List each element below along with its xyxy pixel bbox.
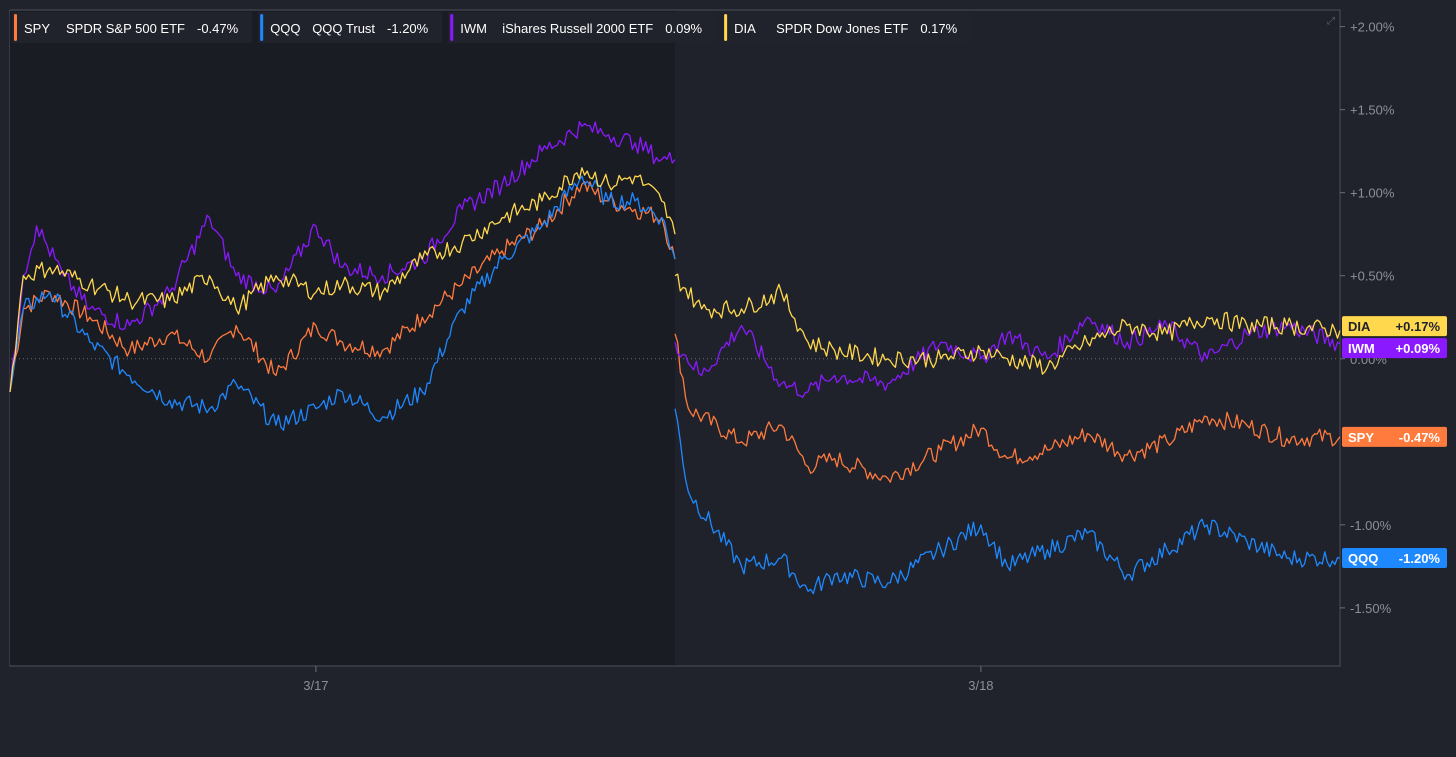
legend-item-bg (722, 12, 972, 43)
series-line-qqq (9, 175, 1341, 595)
legend-item-iwm[interactable]: IWM iShares Russell 2000 ETF 0.09% (448, 12, 717, 43)
end-label-ticker: IWM (1348, 341, 1375, 356)
end-label-qqq: QQQ -1.20% (1342, 548, 1447, 569)
legend-name: iShares Russell 2000 ETF (502, 21, 653, 36)
y-tick-label: +2.00% (1350, 20, 1395, 35)
end-label-bg (1342, 316, 1447, 337)
expand-icon[interactable]: ⤢ (1324, 14, 1335, 27)
legend-change: -1.20% (387, 21, 429, 36)
x-axis: 3/17 3/18 (303, 666, 994, 693)
end-value-labels: DIA +0.17% IWM +0.09% SPY -0.47% QQQ -1.20% (1342, 316, 1447, 569)
legend-name: QQQ Trust (312, 21, 375, 36)
legend-ticker: SPY (24, 21, 50, 36)
end-label-value: +0.17% (1396, 319, 1441, 334)
end-label-bg (1342, 338, 1447, 359)
legend-ticker: DIA (734, 21, 756, 36)
y-tick-label: +1.50% (1350, 103, 1395, 118)
y-tick-label: -1.00% (1350, 518, 1392, 533)
legend-item-bg (258, 12, 443, 43)
legend-change: 0.17% (920, 21, 957, 36)
end-label-dia: DIA +0.17% (1342, 316, 1447, 337)
series-line-dia (9, 167, 1341, 393)
extended-hours-shade (10, 11, 675, 665)
svg-text:⤢: ⤢ (1327, 16, 1335, 27)
legend-change: 0.09% (665, 21, 702, 36)
legend-item-spy[interactable]: SPY SPDR S&P 500 ETF -0.47% (12, 12, 253, 43)
end-label-value: -0.47% (1399, 430, 1441, 445)
y-tick-label: -1.50% (1350, 601, 1392, 616)
y-tick-label: +0.50% (1350, 269, 1395, 284)
legend-change: -0.47% (197, 21, 239, 36)
series-line-spy (9, 181, 1341, 483)
end-label-iwm: IWM +0.09% (1342, 338, 1447, 359)
end-label-bg (1342, 426, 1447, 447)
legend-item-bg (448, 12, 717, 43)
legend-color-swatch (724, 14, 728, 41)
legend-item-bg (12, 12, 253, 43)
end-label-spy: SPY -0.47% (1342, 426, 1447, 447)
legend-item-qqq[interactable]: QQQ QQQ Trust -1.20% (258, 12, 443, 43)
end-label-value: -1.20% (1399, 551, 1441, 566)
legend-color-swatch (14, 14, 17, 41)
end-label-bg (1342, 548, 1447, 569)
legend-item-dia[interactable]: DIA SPDR Dow Jones ETF 0.17% (722, 12, 972, 43)
legend-color-swatch (450, 14, 454, 41)
series-lines (9, 121, 1341, 595)
legend-name: SPDR S&P 500 ETF (66, 21, 185, 36)
legend: SPY SPDR S&P 500 ETF -0.47% QQQ QQQ Trust -1.… (12, 12, 972, 43)
x-tick-label: 3/17 (303, 678, 328, 693)
y-tick-label: +1.00% (1350, 186, 1395, 201)
end-label-ticker: DIA (1348, 319, 1371, 334)
x-tick-label: 3/18 (968, 678, 993, 693)
end-label-ticker: SPY (1348, 430, 1374, 445)
end-label-value: +0.09% (1396, 341, 1441, 356)
legend-color-swatch (260, 14, 264, 41)
legend-ticker: QQQ (270, 21, 300, 36)
legend-ticker: IWM (460, 21, 487, 36)
end-label-ticker: QQQ (1348, 551, 1378, 566)
series-line-iwm (9, 121, 1341, 398)
legend-name: SPDR Dow Jones ETF (776, 21, 908, 36)
